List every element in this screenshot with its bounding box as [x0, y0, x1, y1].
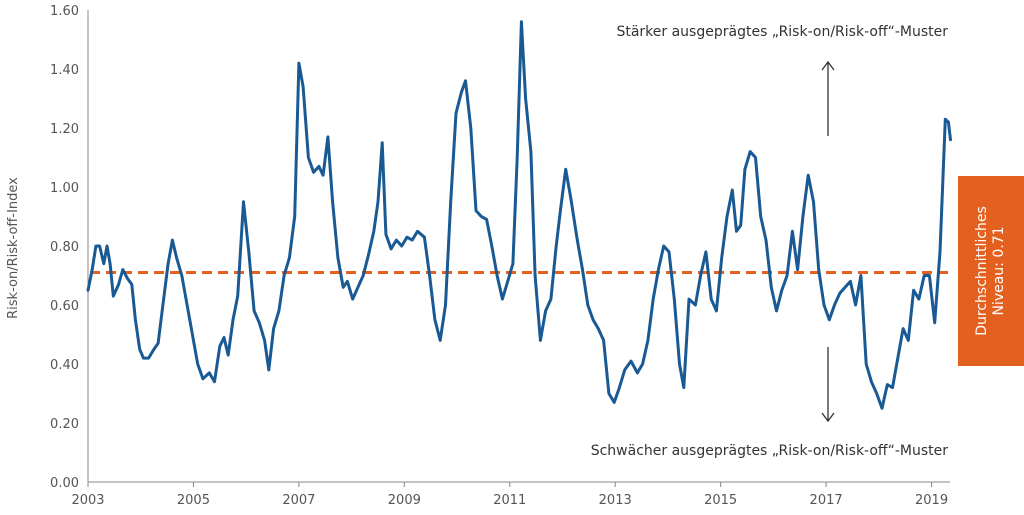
arrow-down-icon [821, 347, 835, 423]
y-axis-ticks: 0.00 0.20 0.40 0.60 0.80 1.00 1.20 1.40 1.60 [50, 4, 79, 491]
average-level-label: Durchschnittliches Niveau: 0.71 [974, 206, 1008, 336]
x-tick-label: 2013 [599, 493, 632, 508]
y-tick-label: 0.00 [50, 476, 79, 491]
y-tick-label: 1.20 [50, 122, 79, 137]
y-tick-label: 1.40 [50, 63, 79, 78]
arrow-up-icon [821, 60, 835, 136]
series-line [86, 20, 952, 410]
average-level-box: Durchschnittliches Niveau: 0.71 [958, 176, 1024, 366]
x-tick-label: 2017 [810, 493, 843, 508]
x-axis-ticks: 2003 2005 2007 2009 2011 2013 2015 2017 2019 [71, 482, 948, 508]
x-tick-label: 2019 [915, 493, 948, 508]
y-tick-label: 1.60 [50, 4, 79, 19]
x-tick-label: 2009 [388, 493, 421, 508]
average-level-line1: Durchschnittliches [974, 206, 990, 336]
x-tick-label: 2003 [71, 493, 104, 508]
average-level-line2: Niveau: 0.71 [991, 226, 1007, 316]
y-tick-label: 0.60 [50, 299, 79, 314]
annotation-weaker: Schwächer ausgeprägtes „Risk-on/Risk-off… [591, 443, 949, 459]
y-tick-label: 0.40 [50, 358, 79, 373]
y-tick-label: 1.00 [50, 181, 79, 196]
y-tick-label: 0.20 [50, 417, 79, 432]
x-tick-label: 2005 [177, 493, 210, 508]
x-tick-label: 2007 [282, 493, 315, 508]
annotation-stronger: Stärker ausgeprägtes „Risk-on/Risk-off“-… [616, 24, 948, 40]
y-tick-label: 0.80 [50, 240, 79, 255]
x-tick-label: 2015 [704, 493, 737, 508]
y-axis-label: Risk-on/Risk-off-Index [6, 177, 21, 319]
x-tick-label: 2011 [493, 493, 526, 508]
